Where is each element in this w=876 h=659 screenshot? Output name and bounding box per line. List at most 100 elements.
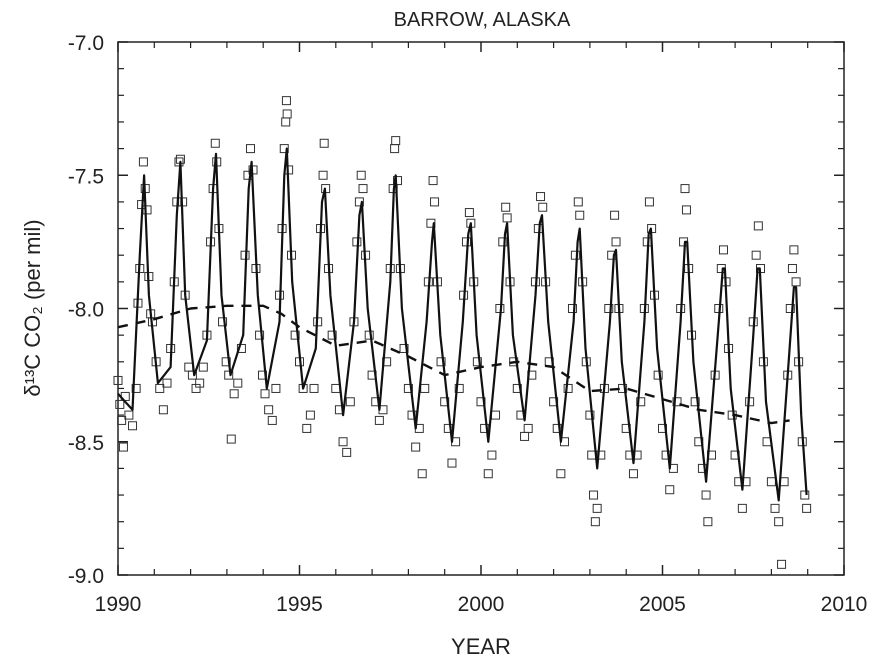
- data-point: [236, 343, 246, 353]
- data-point: [472, 357, 482, 367]
- x-tick-label: 2005: [639, 593, 686, 616]
- data-point: [703, 517, 713, 527]
- data-point: [461, 237, 471, 247]
- data-point: [501, 202, 511, 212]
- data-point: [374, 415, 384, 425]
- data-point: [391, 136, 401, 146]
- data-point: [113, 375, 123, 385]
- data-point: [290, 330, 300, 340]
- data-point: [567, 304, 577, 313]
- data-point: [592, 503, 602, 513]
- data-point: [131, 383, 141, 393]
- data-point: [498, 237, 508, 247]
- data-point: [260, 389, 270, 399]
- data-point: [802, 503, 812, 513]
- data-point: [338, 437, 348, 447]
- data-point: [138, 157, 148, 167]
- data-point: [124, 410, 134, 420]
- data-point: [142, 205, 152, 215]
- data-point: [162, 378, 172, 388]
- chart-title: BARROW, ALASKA: [394, 9, 571, 31]
- data-point: [538, 202, 548, 212]
- data-point: [390, 144, 400, 154]
- data-point: [218, 317, 228, 327]
- data-point: [585, 410, 595, 420]
- data-point: [587, 450, 597, 460]
- data-point: [787, 264, 797, 274]
- data-point: [464, 208, 474, 218]
- data-point: [737, 503, 747, 513]
- y-axis-title: δ¹³C CO₂ (per mil): [20, 219, 45, 396]
- data-point: [302, 423, 312, 433]
- data-point: [158, 405, 168, 415]
- data-point: [342, 447, 352, 457]
- data-point: [356, 170, 366, 180]
- data-point: [128, 421, 138, 431]
- data-point: [611, 237, 621, 247]
- data-point: [672, 397, 682, 407]
- data-point: [785, 304, 795, 313]
- data-point: [245, 144, 255, 154]
- data-point: [281, 117, 291, 127]
- data-point: [428, 176, 438, 186]
- data-point: [393, 176, 403, 186]
- data-point: [264, 405, 274, 415]
- data-point: [628, 469, 638, 479]
- data-point: [575, 210, 585, 220]
- x-tick-label: 1990: [95, 593, 142, 616]
- data-point: [610, 210, 620, 220]
- data-point: [195, 378, 205, 388]
- data-point: [354, 197, 364, 207]
- data-point: [563, 383, 573, 393]
- data-point: [436, 357, 446, 367]
- data-point: [523, 423, 533, 433]
- data-point: [502, 213, 512, 223]
- data-point: [789, 245, 799, 255]
- trend-line: [117, 304, 790, 425]
- data-point: [420, 383, 430, 393]
- data-point: [430, 197, 440, 207]
- data-point: [187, 370, 197, 380]
- data-point: [319, 138, 329, 148]
- data-point: [447, 458, 457, 468]
- data-point: [604, 304, 614, 313]
- data-point: [770, 503, 780, 513]
- fit-curve: [117, 147, 808, 502]
- data-point: [454, 383, 464, 393]
- data-point: [267, 415, 277, 425]
- data-point: [556, 469, 566, 479]
- data-point: [491, 410, 501, 420]
- data-point: [118, 442, 128, 452]
- data-point: [680, 184, 690, 194]
- x-tick-label: 1995: [276, 593, 323, 616]
- data-point: [229, 389, 239, 399]
- data-point: [117, 415, 127, 425]
- data-point: [573, 197, 583, 207]
- data-point: [115, 399, 125, 409]
- x-tick-label: 2010: [821, 593, 868, 616]
- data-point: [279, 144, 289, 154]
- x-axis-title: YEAR: [451, 634, 511, 659]
- data-point: [327, 330, 337, 340]
- data-point: [411, 442, 421, 452]
- data-point: [426, 218, 436, 228]
- data-point: [653, 370, 663, 380]
- data-point: [690, 397, 700, 407]
- y-tick-label: -8.0: [68, 299, 104, 322]
- data-point: [403, 383, 413, 393]
- data-point: [309, 383, 319, 393]
- data-point: [636, 397, 646, 407]
- data-point: [536, 192, 546, 202]
- data-point: [221, 357, 231, 367]
- data-point: [589, 490, 599, 500]
- data-point: [233, 378, 243, 388]
- data-point: [255, 330, 265, 340]
- x-axis-ticks: 1990 1995 2000 2005 2010: [95, 42, 868, 616]
- y-axis-ticks: -7.0 -7.5 -8.0 -8.5 -9.0: [68, 32, 844, 588]
- data-point: [318, 170, 328, 180]
- data-point: [570, 250, 580, 260]
- data-point: [358, 184, 368, 194]
- data-point: [184, 362, 194, 372]
- data-point: [155, 383, 165, 393]
